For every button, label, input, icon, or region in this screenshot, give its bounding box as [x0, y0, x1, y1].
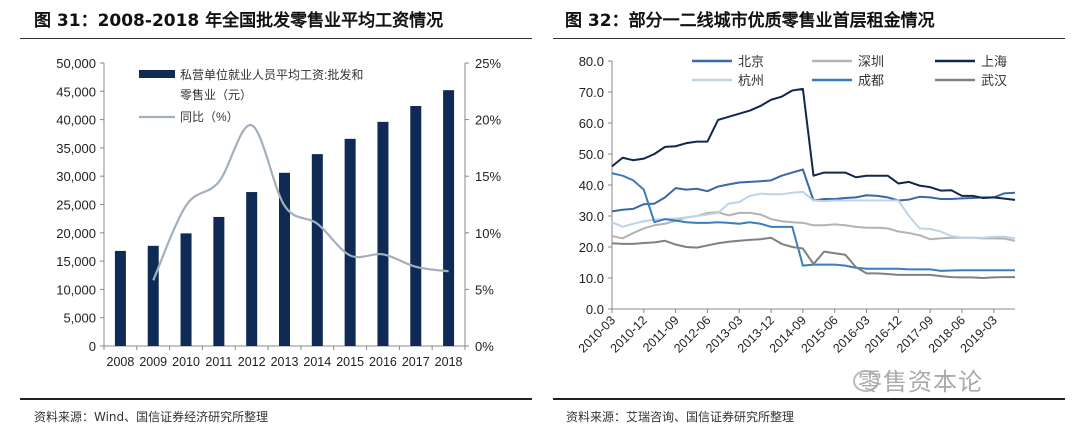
rent-legend-label: 深圳	[858, 54, 884, 69]
legend-label-line: 同比（%）	[180, 110, 239, 124]
rent-legend-label: 武汉	[981, 73, 1007, 88]
x-tick-label: 2013	[271, 355, 299, 369]
y-tick-label: 50,000	[56, 56, 96, 71]
rent-legend-label: 杭州	[738, 73, 764, 88]
bar	[213, 216, 225, 346]
y-tick-label: 5,000	[63, 311, 96, 326]
y-tick-label: 45,000	[56, 84, 96, 99]
legend-label-bar-line2: 零售业（元）	[180, 87, 252, 102]
x-tick-label: 2018	[435, 355, 463, 369]
y2-tick-label: 20%	[475, 113, 501, 128]
x-tick-label: 2010	[172, 355, 200, 369]
y2-tick-label: 15%	[475, 169, 501, 184]
rent-y-tick-label: 40.0	[579, 178, 604, 193]
y2-tick-label: 10%	[475, 226, 501, 241]
bar	[279, 172, 290, 346]
bar	[114, 250, 126, 346]
yoy-line	[152, 124, 449, 281]
bar	[443, 90, 455, 346]
x-tick-label: 2015	[336, 355, 364, 369]
bar	[311, 154, 323, 346]
x-tick-label: 2011	[205, 355, 232, 369]
bar	[410, 106, 422, 347]
legend-swatch-bar	[139, 70, 175, 78]
legend-label-bar-line1: 私营单位就业人员平均工资:批发和	[180, 67, 363, 82]
watermark: 零售资本论	[858, 368, 983, 396]
y-tick-label: 20,000	[56, 226, 96, 241]
rent-line-1	[611, 211, 1016, 242]
y-tick-label: 0	[89, 339, 96, 354]
y2-tick-label: 5%	[475, 282, 494, 297]
right-bottom-rule	[553, 398, 1065, 400]
x-tick-label: 2017	[402, 355, 430, 369]
rent-y-tick-label: 70.0	[579, 85, 604, 100]
y-tick-label: 15,000	[56, 254, 96, 269]
x-tick-label: 2014	[303, 355, 331, 369]
bar	[147, 245, 159, 346]
rent-y-tick-label: 10.0	[579, 271, 604, 286]
left-bottom-rule	[20, 398, 532, 400]
rent-y-tick-label: 0.0	[586, 302, 604, 317]
bar	[377, 121, 389, 346]
right-title-rule	[553, 38, 1065, 39]
y2-tick-label: 0%	[475, 339, 494, 354]
right-chart-title: 图 32：部分一二线城市优质零售业首层租金情况	[565, 11, 935, 31]
wechat-logo-icon	[853, 370, 879, 392]
rent-y-tick-label: 80.0	[579, 54, 604, 69]
rent-y-tick-label: 30.0	[579, 209, 604, 224]
rent-y-tick-label: 20.0	[579, 240, 604, 255]
bar	[344, 138, 356, 346]
rent-legend-label: 北京	[738, 54, 764, 69]
x-tick-label: 2012	[238, 355, 266, 369]
x-tick-label: 2016	[369, 355, 397, 369]
y-tick-label: 35,000	[56, 141, 96, 156]
y2-tick-label: 25%	[475, 56, 501, 71]
rent-legend-label: 上海	[981, 54, 1007, 69]
x-tick-label: 2009	[139, 355, 167, 369]
rent-y-tick-label: 50.0	[579, 147, 604, 162]
bar	[180, 233, 192, 346]
left-title-rule	[20, 38, 532, 39]
rent-y-tick-label: 60.0	[579, 116, 604, 131]
y-tick-label: 40,000	[56, 113, 96, 128]
left-source: 资料来源：Wind、国信证券经济研究所整理	[34, 410, 269, 424]
y-tick-label: 25,000	[56, 198, 96, 213]
rent-line-2	[611, 87, 1016, 201]
right-source: 资料来源：艾瑞咨询、国信证券研究所整理	[566, 410, 795, 424]
y-tick-label: 30,000	[56, 169, 96, 184]
bar	[246, 192, 258, 346]
y-tick-label: 10,000	[56, 282, 96, 297]
x-tick-label: 2008	[107, 355, 135, 369]
rent-legend-label: 成都	[858, 73, 884, 88]
left-chart-title: 图 31：2008-2018 年全国批发零售业平均工资情况	[34, 11, 444, 31]
rent-line-3	[611, 190, 1016, 240]
rent-line-5	[611, 236, 1015, 279]
